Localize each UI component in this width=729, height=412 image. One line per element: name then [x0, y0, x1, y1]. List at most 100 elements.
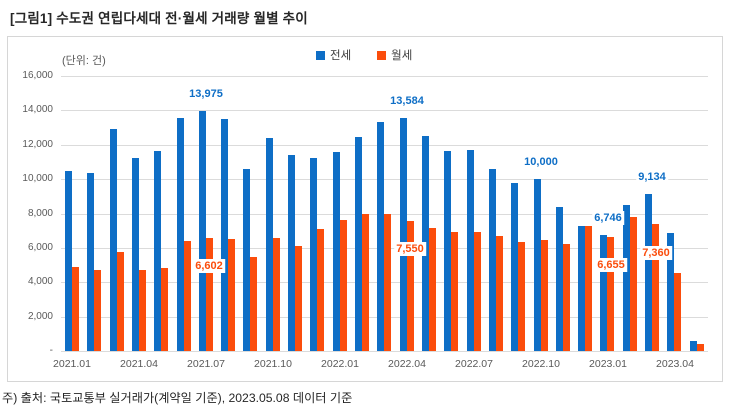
bar-jeonse	[87, 173, 94, 351]
x-axis-tick-label: 2021.04	[120, 358, 158, 370]
bar-wolse	[273, 238, 280, 351]
bar-jeonse	[333, 152, 340, 351]
bar-jeonse	[623, 205, 630, 351]
y-axis-tick-label: 12,000	[22, 139, 53, 150]
data-label-wolse: 6,602	[193, 259, 225, 273]
unit-label: (단위: 건)	[62, 55, 106, 67]
data-label-jeonse: 13,584	[388, 94, 426, 108]
bar-jeonse	[355, 137, 362, 351]
jeonse-swatch-icon	[316, 50, 325, 60]
bar-jeonse	[132, 158, 139, 351]
bar-wolse	[206, 238, 213, 351]
bar-wolse	[630, 217, 637, 351]
data-label-jeonse: 9,134	[636, 170, 668, 184]
bar-jeonse	[110, 129, 117, 351]
bar-jeonse	[177, 118, 184, 351]
bar-wolse	[161, 268, 168, 351]
bar-wolse	[429, 228, 436, 351]
bar-jeonse	[600, 235, 607, 351]
bar-jeonse	[288, 155, 295, 351]
bar-jeonse	[199, 111, 206, 351]
y-axis-tick-label: 6,000	[27, 242, 53, 253]
x-axis-tick-label: 2021.07	[187, 358, 225, 370]
bar-wolse	[496, 236, 503, 351]
bar-jeonse	[667, 233, 674, 351]
x-axis-tick-label: 2021.10	[254, 358, 292, 370]
bar-jeonse	[467, 150, 474, 351]
bar-jeonse	[444, 151, 451, 351]
data-label-wolse: 7,360	[640, 246, 672, 260]
y-axis-tick-label: 4,000	[27, 276, 53, 287]
bar-jeonse	[377, 122, 384, 351]
bar-wolse	[518, 242, 525, 351]
bar-jeonse	[645, 194, 652, 351]
legend-item-jeonse: 전세	[316, 47, 351, 63]
bar-jeonse	[221, 119, 228, 351]
x-axis-tick-label: 2022.01	[321, 358, 359, 370]
chart-legend: 전세 월세	[316, 47, 412, 63]
bar-wolse	[117, 252, 124, 351]
bar-wolse	[585, 226, 592, 351]
bar-jeonse	[400, 118, 407, 351]
plot-area: 13,975 6,602 13,584 7,550 10,000 6,746 6,655 9,…	[61, 76, 708, 352]
x-axis-tick-label: 2021.01	[53, 358, 91, 370]
bar-wolse	[697, 344, 704, 351]
legend-label-jeonse: 전세	[330, 50, 352, 62]
data-label-jeonse: 6,746	[592, 211, 624, 225]
bar-wolse	[184, 241, 191, 351]
bar-wolse	[228, 239, 235, 351]
gridline	[61, 76, 708, 77]
y-axis-tick-label: 16,000	[22, 70, 53, 81]
x-axis-tick-label: 2023.04	[656, 358, 694, 370]
gridline	[61, 145, 708, 146]
y-axis-tick-label: 10,000	[22, 173, 53, 184]
page-title: [그림1] 수도권 연립다세대 전·월세 거래량 월별 추이	[10, 11, 308, 26]
data-label-wolse: 6,655	[595, 258, 627, 272]
bar-wolse	[652, 224, 659, 351]
x-axis-tick-label: 2023.01	[589, 358, 627, 370]
x-axis-tick-label: 2022.07	[455, 358, 493, 370]
bar-jeonse	[511, 183, 518, 351]
bar-jeonse	[489, 169, 496, 351]
y-axis-tick-label: 2,000	[27, 311, 53, 322]
bar-wolse	[295, 246, 302, 351]
data-label-wolse: 7,550	[394, 242, 426, 256]
bar-wolse	[72, 267, 79, 351]
source-footnote: 주) 출처: 국토교통부 실거래가(계약일 기준), 2023.05.08 데이…	[2, 391, 353, 405]
bar-wolse	[541, 240, 548, 351]
chart-frame: 전세 월세 (단위: 건) 13,975 6,602 13,584 7,550 10,0…	[7, 36, 723, 382]
bar-jeonse	[578, 226, 585, 351]
legend-label-wolse: 월세	[391, 50, 413, 62]
bar-jeonse	[310, 158, 317, 351]
x-axis-tick-label: 2022.04	[388, 358, 426, 370]
bar-wolse	[384, 214, 391, 351]
bar-wolse	[474, 232, 481, 351]
data-label-jeonse: 13,975	[187, 87, 225, 101]
bar-jeonse	[556, 207, 563, 351]
bar-wolse	[563, 244, 570, 351]
bar-wolse	[674, 273, 681, 351]
gridline	[61, 110, 708, 111]
bar-wolse	[94, 270, 101, 351]
bar-jeonse	[154, 151, 161, 351]
bar-jeonse	[266, 138, 273, 351]
bar-wolse	[407, 221, 414, 351]
bar-wolse	[317, 229, 324, 351]
y-axis-tick-label: 14,000	[22, 104, 53, 115]
data-label-jeonse: 10,000	[522, 155, 560, 169]
wolse-swatch-icon	[377, 50, 387, 60]
legend-item-wolse: 월세	[377, 47, 412, 63]
bar-jeonse	[534, 179, 541, 351]
bar-wolse	[607, 237, 614, 351]
bar-jeonse	[65, 171, 72, 351]
bar-jeonse	[690, 341, 697, 351]
x-axis-tick-label: 2022.10	[522, 358, 560, 370]
y-axis-tick-label: -	[49, 345, 53, 356]
bar-wolse	[139, 270, 146, 351]
gridline	[61, 351, 708, 352]
bar-wolse	[362, 214, 369, 351]
gridline	[61, 179, 708, 180]
bar-wolse	[340, 220, 347, 351]
y-axis-tick-label: 8,000	[27, 208, 53, 219]
bar-jeonse	[243, 169, 250, 351]
